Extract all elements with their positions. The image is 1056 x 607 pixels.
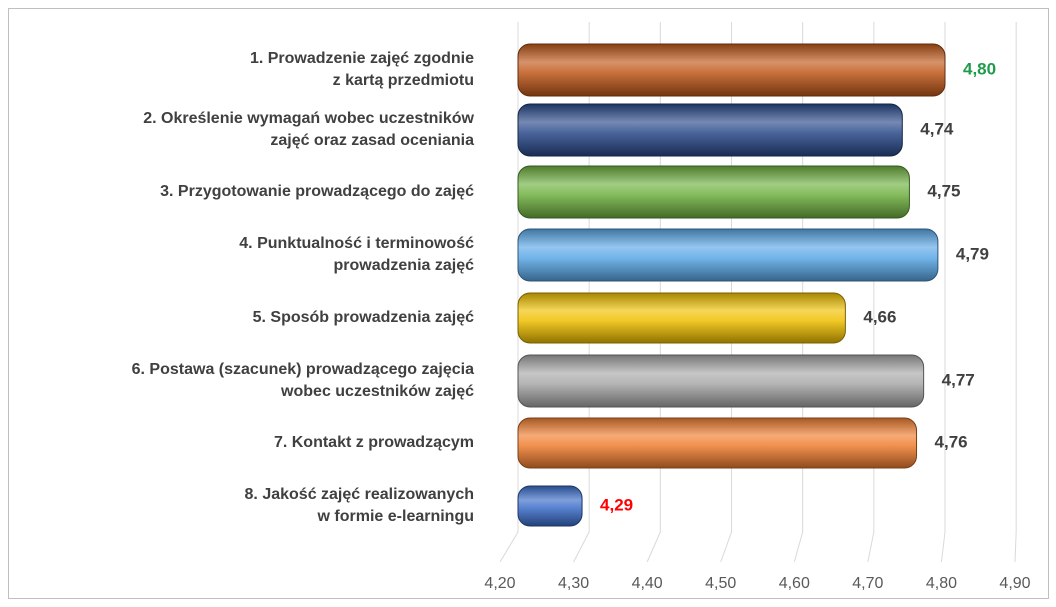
category-label: wobec uczestników zajęć [280,383,474,400]
x-tick-label: 4,40 [632,575,663,592]
category-label: prowadzenia zajęć [334,257,475,274]
category-label: 5. Sposób prowadzenia zajęć [253,309,474,326]
value-label: 4,29 [600,495,633,514]
x-tick-label: 4,20 [484,575,515,592]
x-tick-label: 4,30 [558,575,589,592]
category-label: z kartą przedmiotu [333,72,474,89]
bar [517,485,583,527]
bar [517,292,846,344]
value-label: 4,66 [863,307,896,326]
x-tick-label: 4,90 [999,575,1030,592]
value-label: 4,79 [956,244,989,263]
bar [517,417,918,469]
bar [517,228,939,282]
category-label: 1. Prowadzenie zajęć zgodnie [250,50,474,67]
category-label: 7. Kontakt z prowadzącym [274,434,474,451]
x-tick-label: 4,50 [705,575,736,592]
value-label: 4,77 [942,370,975,389]
bar [517,43,946,97]
bar [517,103,903,157]
value-label: 4,74 [920,119,954,138]
value-label: 4,75 [927,181,960,200]
category-label: w formie e-learningu [317,508,474,525]
value-label: 4,76 [935,432,968,451]
grid-line [940,22,946,563]
bar [517,165,910,219]
category-label: 3. Przygotowanie prowadzącego do zajęć [160,183,474,200]
x-tick-label: 4,80 [926,575,957,592]
x-tick-label: 4,60 [779,575,810,592]
bar [517,354,925,408]
x-tick-label: 4,70 [852,575,883,592]
category-label: 2. Określenie wymagań wobec uczestników [143,110,474,127]
grid-line [1014,22,1017,563]
category-label: 4. Punktualność i terminowość [239,235,474,252]
category-label: zajęć oraz zasad oceniania [270,132,474,149]
category-label: 6. Postawa (szacunek) prowadzącego zajęc… [132,361,474,378]
value-label: 4,80 [963,59,996,78]
category-label: 8. Jakość zajęć realizowanych [245,486,474,503]
